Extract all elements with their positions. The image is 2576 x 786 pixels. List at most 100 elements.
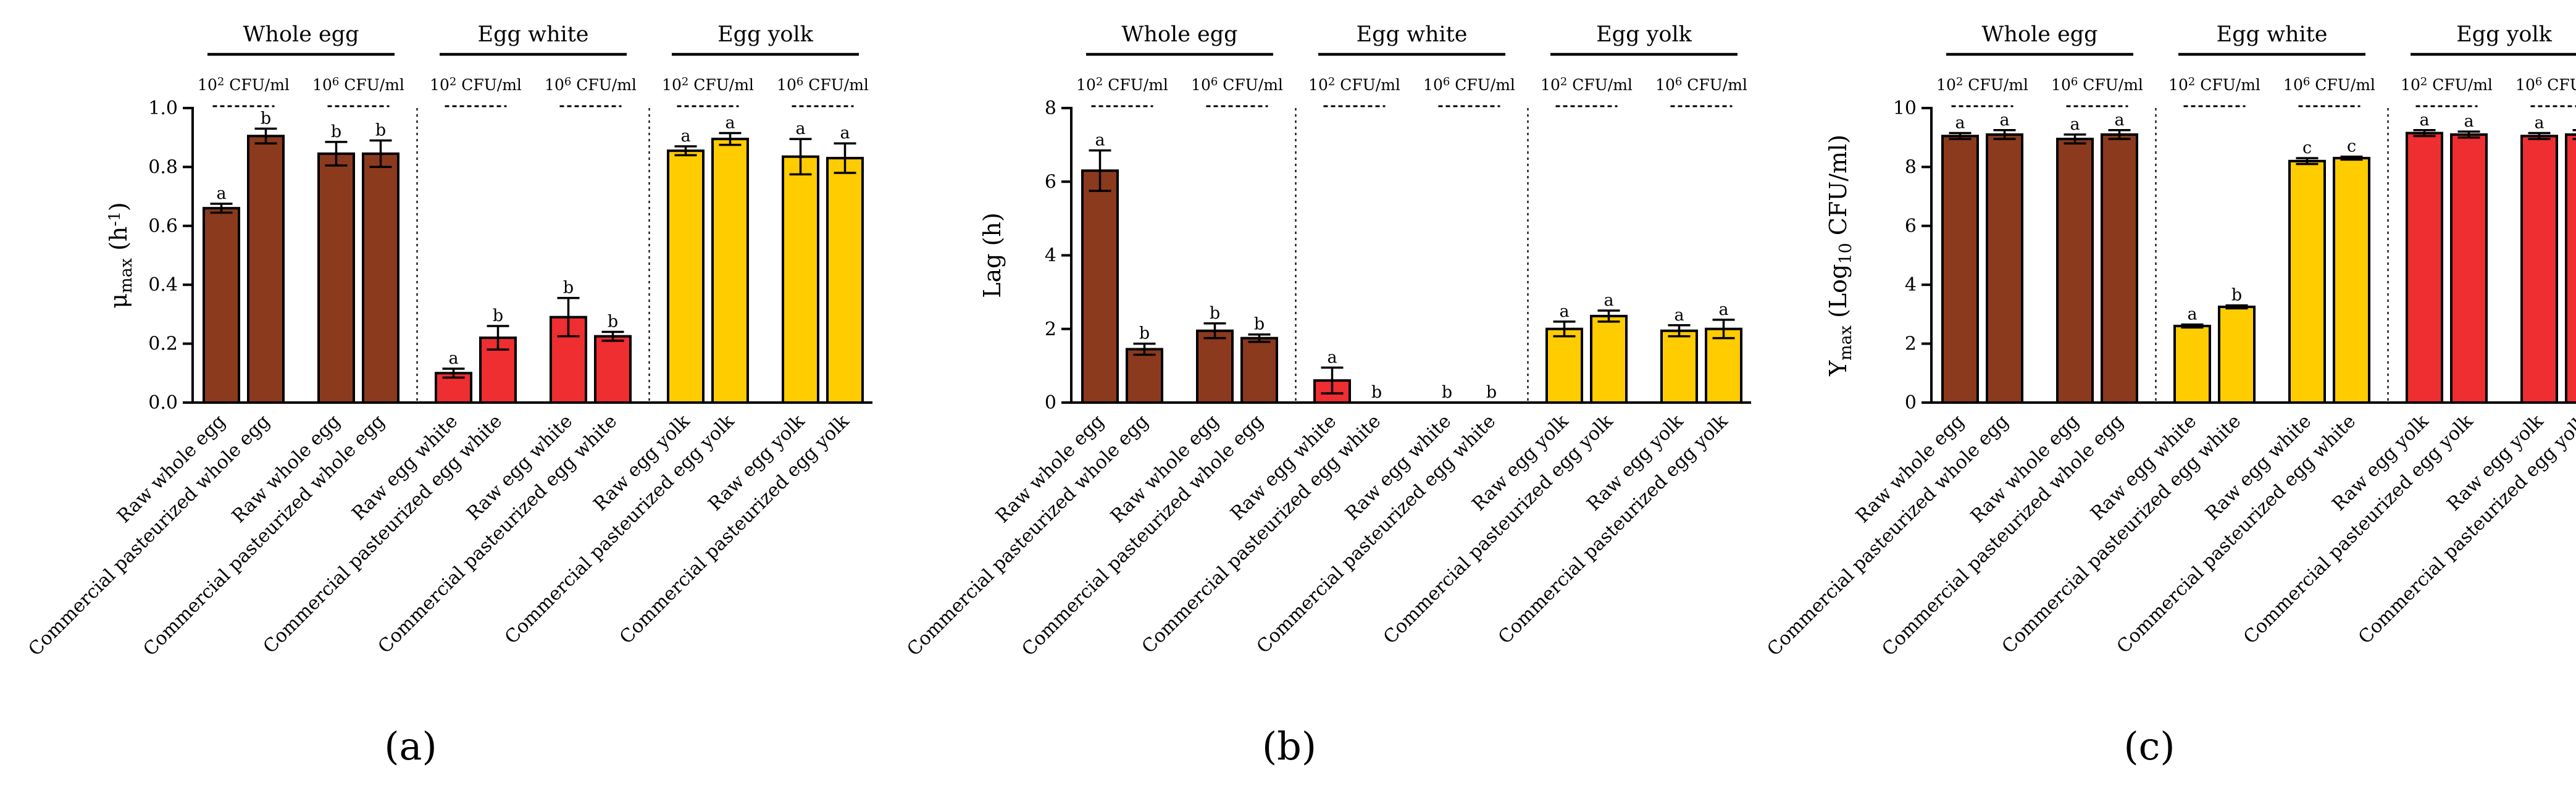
bar	[2565, 133, 2576, 404]
bar	[2218, 305, 2256, 404]
concentration-exponent: 6	[2535, 75, 2542, 88]
concentration-unit: CFU/ml	[339, 76, 404, 94]
concentration-label: 106 CFU/ml	[1423, 75, 1515, 94]
bar	[1705, 327, 1742, 404]
concentration-label: 106 CFU/ml	[312, 75, 404, 94]
y-tick-label: 0	[1905, 392, 1917, 414]
concentration-base: 10	[1541, 76, 1560, 94]
concentration-exponent: 2	[217, 75, 224, 88]
concentration-base: 10	[2168, 76, 2188, 94]
group-label: Egg yolk	[717, 22, 814, 47]
concentration-base: 10	[1423, 76, 1443, 94]
concentration-exponent: 2	[2420, 75, 2427, 88]
concentration-exponent: 6	[1211, 75, 1218, 88]
y-axis-label-part: max	[117, 258, 136, 293]
y-tick-label: 0.4	[148, 274, 178, 296]
y-axis-label-part: 10	[1836, 243, 1855, 264]
concentration-base: 10	[2283, 76, 2303, 94]
bar	[247, 135, 285, 404]
bar	[2173, 324, 2211, 404]
concentration-unit: CFU/ml	[2310, 76, 2375, 94]
concentration-unit: CFU/ml	[2427, 76, 2493, 94]
y-tick-label: 0	[1045, 392, 1056, 414]
y-axis-label-part: (Log	[1825, 264, 1852, 325]
concentration-base: 10	[1655, 76, 1675, 94]
significance-letter: b	[1210, 304, 1220, 323]
panel-label: (a)	[384, 724, 437, 769]
concentration-unit: CFU/ml	[2542, 76, 2576, 94]
significance-letter: a	[1559, 302, 1569, 321]
group-label: Whole egg	[1121, 22, 1237, 47]
y-tick-label: 6	[1045, 171, 1056, 193]
y-axis-label-part: Y	[1825, 360, 1852, 377]
significance-letter: a	[2534, 114, 2544, 133]
bar	[826, 157, 864, 404]
y-tick-label: 4	[1905, 274, 1917, 296]
y-tick-label: 0.6	[148, 215, 178, 237]
concentration-base: 10	[1191, 76, 1211, 94]
significance-letter: a	[795, 119, 805, 138]
bar	[203, 207, 240, 404]
bar	[2288, 159, 2326, 404]
significance-letter: a	[840, 123, 850, 143]
concentration-unit: CFU/ml	[688, 76, 754, 94]
concentration-exponent: 2	[682, 75, 688, 88]
panel-label: (b)	[1262, 724, 1316, 769]
significance-letter: b	[1254, 315, 1265, 334]
concentration-label: 102 CFU/ml	[1936, 75, 2028, 94]
bar	[317, 152, 355, 404]
bar	[667, 149, 705, 404]
y-axis-label: Ymax (Log10 CFU/ml)	[1825, 135, 1855, 377]
concentration-unit: CFU/ml	[1963, 76, 2028, 94]
panel-label: (c)	[2123, 724, 2175, 769]
y-axis-label: Lag (h)	[979, 212, 1006, 298]
concentration-exponent: 6	[797, 75, 803, 88]
y-axis-label: μmax (h-1)	[105, 202, 136, 308]
bar	[1660, 329, 1698, 404]
significance-letter: b	[261, 109, 271, 128]
significance-letter: a	[2419, 111, 2429, 130]
significance-letter: a	[1095, 131, 1105, 150]
significance-letter: a	[2070, 115, 2080, 134]
bar	[1081, 169, 1119, 404]
concentration-label: 106 CFU/ml	[1655, 75, 1747, 94]
significance-letter: b	[1371, 383, 1382, 402]
significance-letter: a	[725, 114, 735, 133]
bar	[1545, 327, 1583, 404]
significance-letter: a	[216, 184, 226, 203]
significance-letter: b	[493, 306, 503, 325]
y-tick-label: 4	[1045, 245, 1056, 267]
y-tick-label: 8	[1045, 98, 1056, 119]
bar	[1986, 133, 2023, 404]
concentration-exponent: 6	[564, 75, 571, 88]
significance-letter: c	[2302, 138, 2312, 157]
concentration-base: 10	[1076, 76, 1096, 94]
concentration-exponent: 2	[1328, 75, 1335, 88]
significance-letter: b	[375, 120, 386, 140]
concentration-base: 10	[545, 76, 564, 94]
concentration-exponent: 6	[1675, 75, 1682, 88]
concentration-label: 106 CFU/ml	[777, 75, 869, 94]
concentration-label: 106 CFU/ml	[1191, 75, 1283, 94]
concentration-unit: CFU/ml	[1103, 76, 1168, 94]
y-tick-label: 10	[1893, 98, 1917, 119]
bar	[2056, 138, 2094, 404]
y-axis-label-part: -1	[106, 211, 123, 226]
group-label: Egg white	[478, 22, 589, 47]
concentration-label: 102 CFU/ml	[2168, 75, 2260, 94]
significance-letter: b	[1139, 324, 1150, 343]
y-tick-label: 0.8	[148, 156, 178, 178]
concentration-exponent: 6	[1443, 75, 1450, 88]
bar	[1126, 348, 1163, 404]
bar	[2406, 132, 2443, 404]
group-label: Egg white	[2217, 22, 2328, 47]
y-tick-label: 8	[1905, 156, 1917, 178]
concentration-base: 10	[777, 76, 797, 94]
concentration-base: 10	[662, 76, 682, 94]
concentration-exponent: 2	[1096, 75, 1103, 88]
concentration-base: 10	[1936, 76, 1956, 94]
concentration-exponent: 2	[2188, 75, 2195, 88]
concentration-unit: CFU/ml	[803, 76, 869, 94]
concentration-unit: CFU/ml	[1450, 76, 1515, 94]
